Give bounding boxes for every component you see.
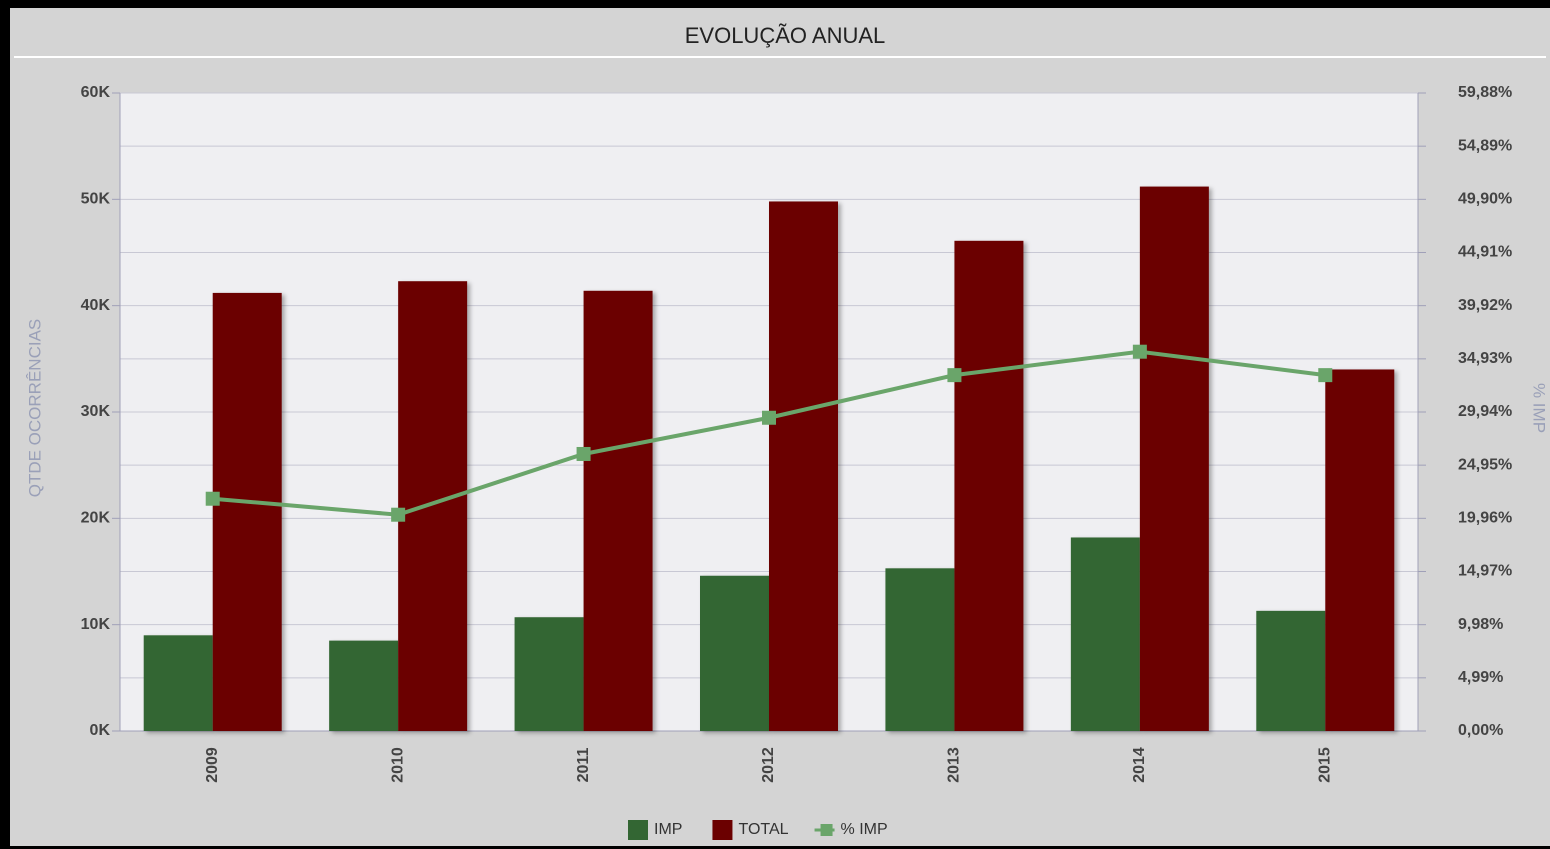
bar [143,635,213,731]
x-tick-label: 2009 [204,747,221,783]
legend-label: % IMP [841,821,888,838]
bar [329,640,399,731]
y2-tick-label: 29,94% [1458,403,1512,420]
line-marker [1132,344,1147,359]
bar [1070,537,1140,731]
x-tick-label: 2010 [389,747,406,783]
y2-tick-label: 54,89% [1458,137,1512,154]
line-marker [762,410,776,425]
y-tick-label: 20K [81,510,111,527]
bar [398,281,468,731]
bar [954,240,1024,731]
y2-tick-label: 9,98% [1458,616,1503,633]
y-tick-label: 10K [81,616,111,633]
line-marker [576,446,591,461]
bar [1325,369,1395,731]
line-marker [947,368,962,383]
bar [769,201,838,731]
y2-tick-label: 39,92% [1458,297,1512,314]
bar [1139,186,1209,731]
x-tick-label: 2011 [575,748,592,783]
legend-symbol [820,824,833,836]
bar [1256,610,1326,731]
x-tick-label: 2012 [760,747,777,783]
y2-tick-label: 0,00% [1458,722,1503,739]
line-marker [1318,368,1333,383]
y-tick-label: 50K [81,191,111,208]
y2-tick-label: 19,96% [1458,510,1512,527]
y-tick-label: 40K [81,297,111,314]
legend-symbol [712,820,733,840]
y-tick-label: 30K [81,403,111,420]
x-tick-label: 2013 [946,747,963,783]
legend-label: TOTAL [738,821,788,838]
legend-symbol [628,820,648,840]
bar [583,290,653,731]
y2-tick-label: 34,93% [1458,350,1512,367]
y2-tick-label: 24,95% [1458,456,1512,473]
line-marker [205,491,220,506]
x-tick-label: 2014 [1131,747,1148,783]
y-tick-label: 0K [90,722,111,739]
y2-axis-title: % IMP [1530,383,1549,433]
y-axis-title: QTDE OCORRÊNCIAS [25,319,44,498]
bar [700,575,769,731]
bar [514,617,584,731]
bar [885,568,955,731]
line-marker [391,507,406,522]
bar [212,292,282,731]
chart-title: EVOLUÇÃO ANUAL [685,23,886,48]
y2-tick-label: 14,97% [1458,563,1512,580]
legend-label: IMP [654,821,682,838]
y2-tick-label: 44,91% [1458,244,1512,261]
y2-tick-label: 59,88% [1458,84,1512,101]
y2-tick-label: 49,90% [1458,191,1512,208]
y-tick-label: 60K [81,84,111,101]
x-tick-label: 2015 [1317,747,1334,783]
y2-tick-label: 4,99% [1458,669,1503,686]
